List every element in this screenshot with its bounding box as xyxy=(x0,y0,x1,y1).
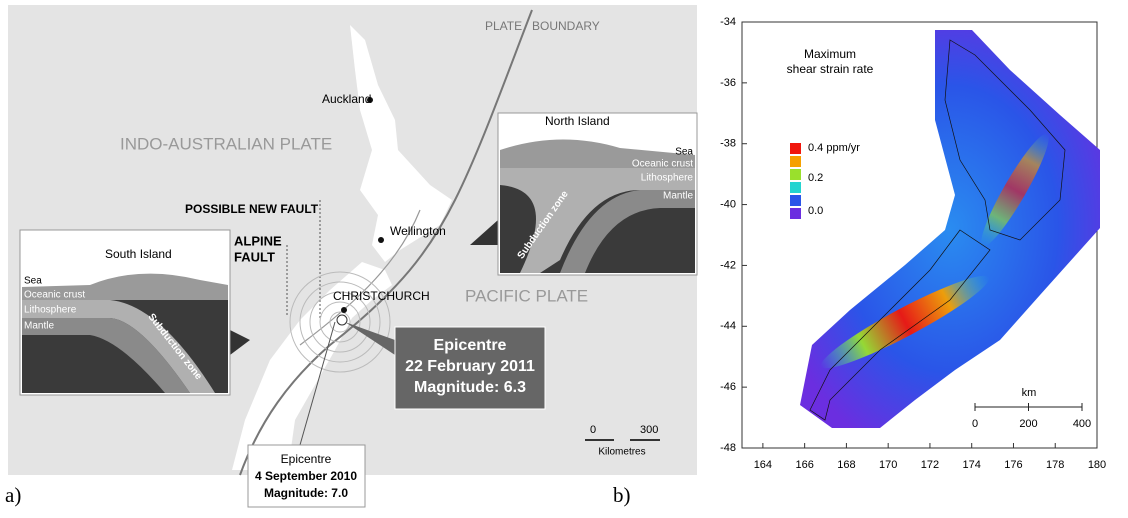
y-tick-label: -46 xyxy=(720,381,736,393)
epicentre-text: Magnitude: 6.3 xyxy=(414,379,526,396)
x-tick-label: 172 xyxy=(921,459,939,471)
north-inset: North Island Sea Oceanic crust Lithosphe… xyxy=(470,113,697,275)
fault-label: ALPINE xyxy=(234,233,282,248)
panel-a: PLATE BOUNDARY INDO-AUSTRALIAN PLATE PAC… xyxy=(5,5,697,507)
x-tick-label: 180 xyxy=(1088,459,1106,471)
scale-unit: km xyxy=(1022,387,1037,399)
scale-tick-label: 400 xyxy=(1073,418,1091,430)
epicentre-text: Epicentre xyxy=(281,452,332,466)
scale-unit: Kilometres xyxy=(598,447,645,458)
epicentre-text: 22 February 2011 xyxy=(405,358,535,375)
x-tick-label: 168 xyxy=(837,459,855,471)
inset-title: North Island xyxy=(545,114,610,128)
south-inset: South Island Sea Oceanic crust Lithosphe… xyxy=(20,230,250,395)
city-label: Wellington xyxy=(390,224,446,238)
legend-label: 0.2 xyxy=(808,172,823,184)
city-label: CHRISTCHURCH xyxy=(333,289,430,303)
x-tick-label: 164 xyxy=(754,459,772,471)
plate-label: INDO-AUSTRALIAN PLATE xyxy=(120,134,332,153)
city-label: Auckland xyxy=(322,92,371,106)
map-title: Maximum xyxy=(804,47,856,61)
city-dot xyxy=(341,307,347,313)
boundary-label: PLATE xyxy=(485,19,522,33)
y-tick-label: -48 xyxy=(720,442,736,454)
inset-title: South Island xyxy=(105,247,172,261)
epicentre-text: Epicentre xyxy=(434,337,507,354)
layer-label: Lithosphere xyxy=(641,173,694,184)
layer-label: Sea xyxy=(24,276,42,287)
epicentre-text: Magnitude: 7.0 xyxy=(264,486,348,500)
x-tick-label: 170 xyxy=(879,459,897,471)
y-tick-label: -38 xyxy=(720,138,736,150)
scale-tick-label: 300 xyxy=(640,424,658,436)
x-tick-label: 176 xyxy=(1004,459,1022,471)
x-tick-label: 166 xyxy=(795,459,813,471)
panel-label: a) xyxy=(5,483,21,507)
y-tick-label: -34 xyxy=(720,16,736,28)
x-tick-label: 174 xyxy=(963,459,981,471)
legend-label: 0.4 ppm/yr xyxy=(808,142,860,154)
y-tick-label: -36 xyxy=(720,77,736,89)
layer-label: Mantle xyxy=(24,321,54,332)
layer-label: Oceanic crust xyxy=(24,290,85,301)
layer-label: Sea xyxy=(675,147,693,158)
legend-label: 0.0 xyxy=(808,205,823,217)
scale-tick-label: 200 xyxy=(1019,418,1037,430)
figure: PLATE BOUNDARY INDO-AUSTRALIAN PLATE PAC… xyxy=(0,0,1128,513)
layer-label: Mantle xyxy=(663,191,693,202)
x-tick-label: 178 xyxy=(1046,459,1064,471)
map-title: shear strain rate xyxy=(787,62,874,76)
scale-tick-label: 0 xyxy=(590,424,596,436)
city-dot xyxy=(378,237,384,243)
layer-label: Lithosphere xyxy=(24,305,77,316)
plate-label: PACIFIC PLATE xyxy=(465,286,588,305)
panel-label: b) xyxy=(613,483,631,507)
fault-label: FAULT xyxy=(234,249,275,264)
layer-label: Oceanic crust xyxy=(632,159,693,170)
y-tick-label: -40 xyxy=(720,198,736,210)
fault-label: POSSIBLE NEW FAULT xyxy=(185,202,319,216)
y-tick-label: -42 xyxy=(720,259,736,271)
epicentre-text: 4 September 2010 xyxy=(255,469,357,483)
y-tick-label: -44 xyxy=(720,320,736,332)
boundary-label: BOUNDARY xyxy=(532,19,600,33)
scale-tick-label: 0 xyxy=(972,418,978,430)
